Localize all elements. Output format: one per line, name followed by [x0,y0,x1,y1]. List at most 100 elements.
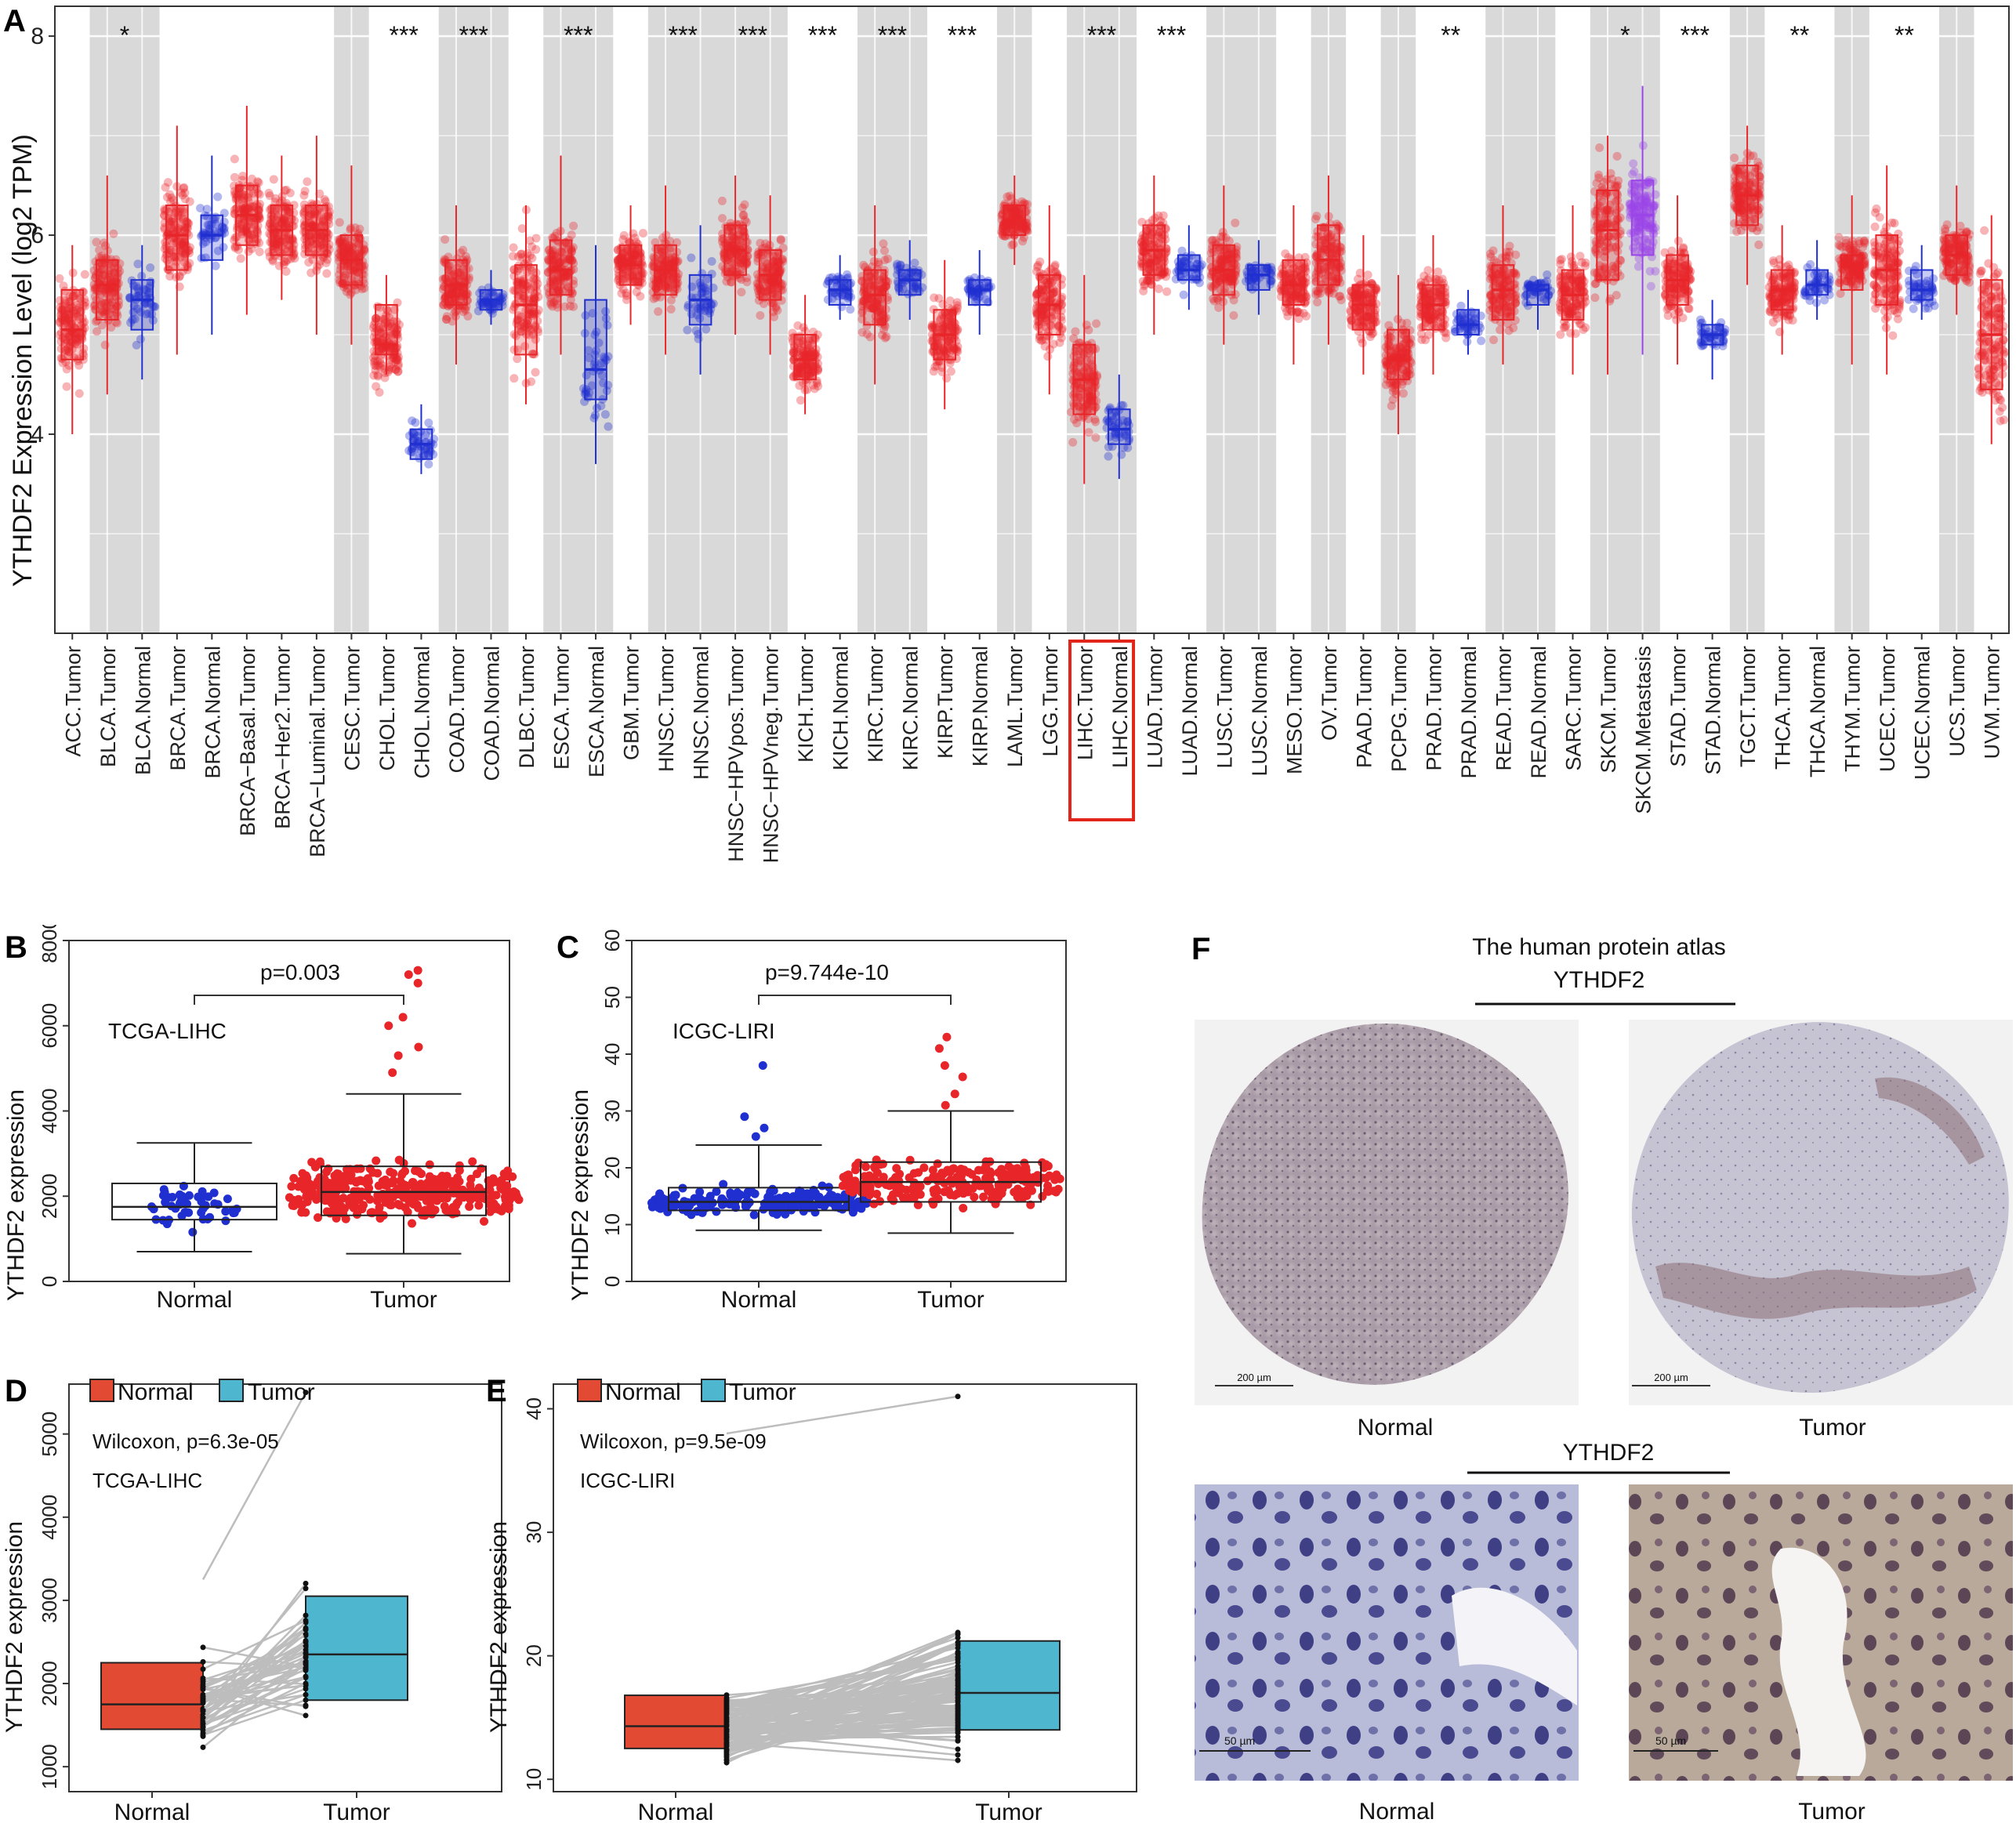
data-point [106,295,115,304]
data-point [1179,290,1188,299]
data-point [176,222,186,231]
data-point [717,196,727,205]
data-point [737,288,746,297]
data-point [238,204,248,213]
data-point [359,240,368,249]
data-point [74,389,84,398]
data-point [1070,415,1079,424]
data-point [1084,428,1093,437]
data-point [167,193,176,202]
data-point [683,325,692,335]
data-point [286,254,296,263]
data-point [169,217,178,227]
data-point [241,226,251,235]
data-point [233,203,242,212]
data-point [1154,285,1163,294]
data-point [236,224,245,234]
data-point [169,196,178,205]
data-point [305,230,314,240]
data-point [337,234,346,244]
data-point [289,208,299,218]
data-point [106,275,115,285]
data-point [147,310,157,319]
data-point [321,221,331,230]
data-point [111,305,120,314]
data-point [299,217,309,227]
data-point [1477,336,1486,346]
data-point [56,310,65,320]
data-point [1104,451,1113,461]
data-point [315,208,325,217]
data-point [665,237,675,246]
shade-band-lihc [1067,6,1137,633]
data-point [97,321,107,330]
data-point [271,243,281,252]
data-point [176,247,186,256]
data-point [239,205,248,214]
data-point [305,219,314,228]
data-point [1229,295,1238,305]
data-point [182,217,191,227]
data-point [244,193,253,202]
data-point [97,265,107,274]
data-point [317,237,327,246]
data-point [75,335,85,345]
data-point [299,190,309,200]
data-point [319,240,328,249]
data-point [110,263,119,272]
data-point [63,306,72,316]
data-point [235,188,245,198]
data-point [1556,259,1565,269]
data-point [167,223,176,233]
data-point [238,227,248,237]
data-point [1221,233,1231,242]
data-point [300,220,310,230]
data-point [284,241,293,250]
data-point [219,225,229,234]
data-point [306,268,316,277]
data-point [282,206,292,216]
data-point [283,246,292,256]
data-point [265,191,274,201]
data-point [316,256,325,266]
data-point [307,221,317,230]
data-point [691,326,701,335]
data-point [1354,274,1363,284]
data-point [1302,311,1311,321]
data-point [742,277,752,287]
data-point [289,221,299,230]
data-point [64,347,74,357]
data-point [880,256,890,265]
data-point [513,354,522,364]
data-point [271,205,281,215]
data-point [247,174,256,183]
data-point [910,259,919,268]
data-point [80,317,89,327]
data-point [771,303,781,313]
data-point [341,270,350,279]
data-point [58,358,67,368]
data-point [163,178,172,187]
data-point [97,252,107,261]
data-point [846,305,855,314]
data-point [271,210,281,219]
data-point [343,245,353,255]
data-point [1285,304,1294,313]
data-point [74,314,84,324]
data-point [310,230,320,239]
data-point [103,259,113,268]
data-point [243,230,252,239]
data-point [270,219,280,228]
data-point [879,246,889,256]
data-point [1456,301,1466,310]
data-point [707,257,716,266]
data-point [281,257,291,266]
data-point [179,252,189,262]
data-point [110,287,119,296]
data-point [654,306,663,316]
data-point [91,273,100,282]
data-point [1312,212,1322,221]
data-point [335,218,344,227]
data-point [62,321,71,330]
data-point [100,306,109,316]
